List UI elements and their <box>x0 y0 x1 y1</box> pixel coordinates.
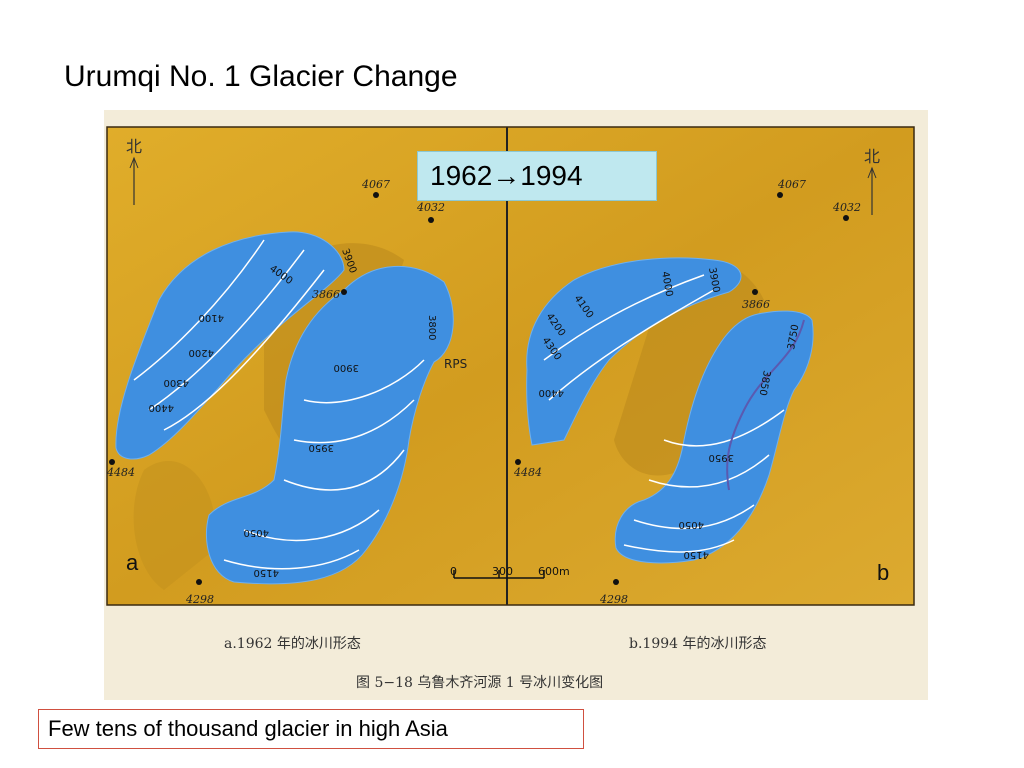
peak-label-4298: 4298 <box>185 593 214 606</box>
rps-label: RPS <box>444 357 467 371</box>
contour-label: 3800 <box>426 315 437 340</box>
contour-label: 4150 <box>684 549 709 560</box>
north-label-b: 北 <box>864 147 880 166</box>
peak-label-4067-b: 4067 <box>777 178 806 191</box>
peak-label-4067: 4067 <box>361 178 390 191</box>
contour-label: 3950 <box>709 452 734 463</box>
contour-label: 3950 <box>309 442 334 453</box>
slide-title: Urumqi No. 1 Glacier Change <box>64 60 458 93</box>
contour-label: 3900 <box>334 362 359 373</box>
contour-label: 4200 <box>189 347 214 358</box>
glacier-map: 4067 4032 3866 4484 4298 4067 4032 3866 … <box>106 126 915 606</box>
contour-label: 3750 <box>786 324 801 351</box>
contour-label: 4050 <box>679 519 704 530</box>
contour-label: 4150 <box>254 567 279 578</box>
figure-caption: 图 5−18 乌鲁木齐河源 1 号冰川变化图 <box>356 675 604 691</box>
contour-label: 3900 <box>706 267 721 294</box>
caption-box: Few tens of thousand glacier in high Asi… <box>38 709 584 749</box>
caption-panel-a: a.1962 年的冰川形态 <box>224 636 361 652</box>
scale-label-300: 300 <box>492 565 513 578</box>
peak-label-3866: 3866 <box>312 288 340 301</box>
contour-label: 4400 <box>149 402 174 413</box>
years-label-box: 1962→1994 <box>417 151 657 201</box>
north-label-a: 北 <box>126 137 142 156</box>
north-arrow-b: 北 <box>864 147 880 215</box>
peak-label-4032: 4032 <box>416 201 445 214</box>
peak-label-4298-b: 4298 <box>599 593 628 606</box>
stream-line <box>726 319 805 491</box>
glacier-east-1994 <box>614 310 814 564</box>
panel-letter-b: b <box>877 560 889 585</box>
peak-markers <box>109 192 849 585</box>
caption-panel-b: b.1994 年的冰川形态 <box>629 636 767 652</box>
ridge-shading <box>133 461 216 590</box>
contour-label: 4300 <box>164 377 189 388</box>
contour-label: 4100 <box>199 312 224 323</box>
glacier-map-figure: 4067 4032 3866 4484 4298 4067 4032 3866 … <box>104 110 928 700</box>
contour-lines <box>133 239 785 570</box>
contour-label: 4000 <box>659 271 674 298</box>
scale-label-0: 0 <box>450 565 457 578</box>
scale-bar: 0 300 600m <box>450 565 570 579</box>
scale-label-600m: 600m <box>538 565 570 578</box>
peak-label-3866-b: 3866 <box>742 298 770 311</box>
north-arrow-a: 北 <box>126 137 142 205</box>
ridge-shading <box>614 262 764 476</box>
peak-label-4484: 4484 <box>106 466 135 479</box>
glacier-west-1962 <box>115 231 345 460</box>
contour-label: 4400 <box>539 387 564 398</box>
peak-label-4032-b: 4032 <box>832 201 861 214</box>
contour-label: 4050 <box>244 527 269 538</box>
glacier-east-1962 <box>206 265 454 585</box>
panel-letter-a: a <box>126 550 139 575</box>
contour-label: 3850 <box>757 369 772 396</box>
map-frame <box>106 126 915 606</box>
peak-label-4484-b: 4484 <box>513 466 542 479</box>
